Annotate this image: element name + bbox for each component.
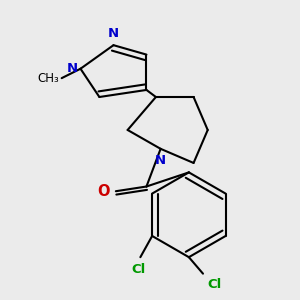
Text: CH₃: CH₃ <box>38 72 59 85</box>
Text: Cl: Cl <box>208 278 222 291</box>
Text: N: N <box>108 28 119 40</box>
Text: Cl: Cl <box>131 263 145 276</box>
Text: N: N <box>67 62 78 75</box>
Text: O: O <box>98 184 110 199</box>
Text: N: N <box>155 154 166 166</box>
